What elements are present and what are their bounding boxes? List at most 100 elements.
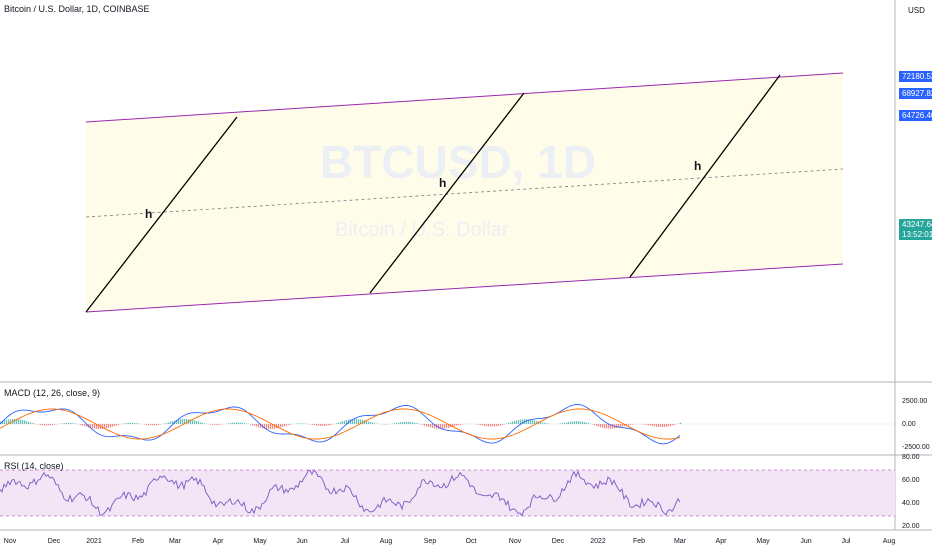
macd-histogram-bar — [424, 424, 426, 426]
macd-histogram-bar — [672, 424, 674, 426]
macd-histogram-bar — [110, 424, 112, 428]
macd-histogram-bar — [532, 420, 534, 424]
rsi-tick-label: 40.00 — [902, 500, 920, 507]
channel-fill — [86, 73, 843, 312]
macd-histogram-bar — [290, 424, 292, 425]
macd-histogram-bar — [218, 424, 220, 425]
macd-histogram-bar — [32, 423, 34, 424]
x-tick-label: Apr — [213, 538, 225, 545]
macd-histogram-bar — [546, 423, 548, 424]
macd-histogram-bar — [70, 423, 72, 424]
macd-histogram-bar — [168, 422, 170, 424]
watermark-symbol: BTCUSD, 1D — [320, 136, 596, 188]
macd-histogram-bar — [422, 424, 424, 425]
macd-histogram-bar — [0, 421, 2, 424]
macd-histogram-bar — [364, 420, 366, 424]
annotation-h-1: h — [145, 207, 153, 221]
macd-histogram-bar — [272, 424, 274, 429]
macd-histogram-bar — [114, 424, 116, 427]
macd-histogram-bar — [48, 424, 50, 426]
price-tag-68927: 68927.82 — [899, 88, 932, 99]
macd-histogram-bar — [612, 424, 614, 429]
macd-histogram-bar — [452, 424, 454, 427]
macd-histogram-bar — [526, 419, 528, 424]
macd-histogram-bar — [22, 419, 24, 424]
rsi-line — [0, 469, 681, 517]
macd-histogram-bar — [28, 421, 30, 424]
macd-histogram-bar — [52, 424, 54, 425]
macd-histogram-bar — [228, 423, 230, 424]
macd-histogram-bar — [166, 422, 168, 424]
trend-line — [85, 116, 238, 313]
macd-histogram-bar — [106, 424, 108, 429]
macd-histogram-bar — [148, 424, 150, 426]
macd-histogram-bar — [26, 421, 28, 424]
macd-histogram-bar — [588, 423, 590, 424]
macd-histogram-bar — [414, 422, 416, 424]
channel-upper-line — [85, 72, 844, 123]
macd-histogram-bar — [402, 422, 404, 424]
macd-histogram-bar — [180, 419, 182, 424]
macd-histogram-bar — [68, 422, 70, 424]
macd-histogram-bar — [344, 420, 346, 424]
macd-histogram-bar — [374, 423, 376, 424]
macd-histogram-bar — [670, 424, 672, 426]
macd-histogram-bar — [196, 420, 198, 424]
macd-histogram-bar — [336, 423, 338, 424]
macd-histogram-bar — [322, 424, 324, 426]
trend-line — [629, 74, 781, 278]
macd-histogram-bar — [260, 424, 262, 428]
chart-title: Bitcoin / U.S. Dollar, 1D, COINBASE — [4, 4, 150, 14]
macd-histogram-bar — [498, 424, 500, 426]
macd-histogram-bar — [216, 424, 218, 425]
macd-histogram-bar — [258, 424, 260, 428]
rsi-band — [0, 470, 895, 516]
macd-histogram-bar — [608, 424, 610, 429]
macd-histogram-bar — [82, 424, 84, 426]
x-tick-label: May — [253, 538, 267, 545]
macd-histogram-bar — [516, 420, 518, 424]
x-tick-label: Sep — [424, 538, 437, 545]
macd-histogram-bar — [440, 424, 442, 429]
macd-histogram-bar — [618, 424, 620, 428]
macd-histogram-bar — [646, 424, 648, 425]
macd-histogram-bar — [654, 424, 656, 427]
macd-histogram-bar — [528, 419, 530, 424]
macd-histogram-bar — [572, 421, 574, 424]
trend-line — [369, 92, 525, 294]
macd-histogram-bar — [16, 418, 18, 424]
macd-histogram-bar — [214, 424, 216, 425]
macd-histogram-bar — [366, 420, 368, 424]
macd-histogram-bar — [24, 420, 26, 424]
x-tick-label: Jul — [341, 538, 350, 545]
price-tag-current: 43247.64 — [899, 219, 932, 230]
macd-histogram-bar — [628, 424, 630, 426]
macd-histogram-bar — [104, 424, 106, 429]
price-tag-64726: 64726.40 — [899, 110, 932, 121]
x-tick-label: Dec — [552, 538, 565, 545]
macd-histogram-bar — [502, 424, 504, 425]
macd-histogram-bar — [494, 424, 496, 427]
macd-histogram-bar — [42, 424, 44, 426]
macd-histogram-bar — [600, 424, 602, 428]
macd-histogram-bar — [204, 423, 206, 424]
macd-histogram-bar — [444, 424, 446, 429]
macd-histogram-bar — [288, 424, 290, 426]
macd-histogram-bar — [478, 424, 480, 425]
macd-histogram-bar — [314, 424, 316, 426]
macd-histogram-bar — [278, 424, 280, 428]
macd-histogram-bar — [2, 420, 4, 424]
macd-histogram-bar — [680, 422, 682, 424]
currency-label: USD — [908, 6, 925, 15]
macd-histogram-bar — [202, 422, 204, 424]
macd-histogram-bar — [352, 419, 354, 424]
macd-histogram-bar — [602, 424, 604, 428]
macd-histogram-bar — [234, 422, 236, 424]
macd-histogram-bar — [126, 423, 128, 424]
macd-histogram-bar — [154, 424, 156, 426]
macd-histogram-bar — [328, 424, 330, 426]
macd-histogram-bar — [370, 422, 372, 424]
macd-histogram-bar — [96, 424, 98, 429]
macd-histogram-bar — [428, 424, 430, 427]
